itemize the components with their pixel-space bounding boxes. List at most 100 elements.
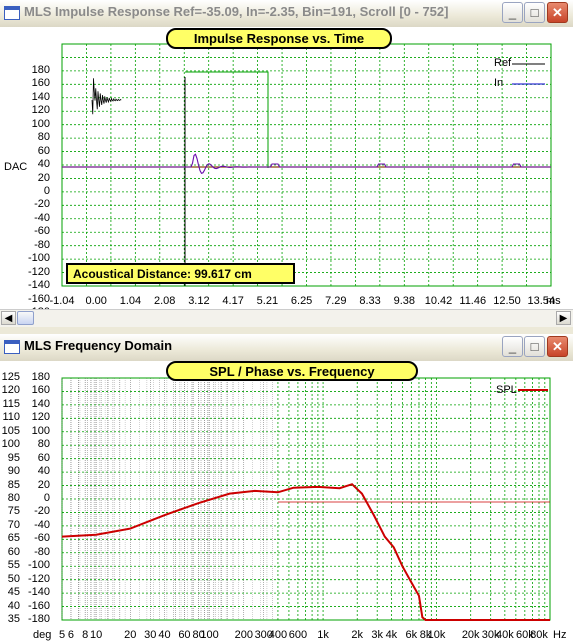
frequency-titlebar[interactable]: MLS Frequency Domain _ □ ✕ (0, 334, 573, 362)
x-tick-label: 11.46 (459, 295, 487, 307)
x-tick-label: 30 (144, 629, 157, 641)
y-tick-label: 60 (37, 144, 50, 157)
phase-tick-label: -80 (34, 545, 50, 558)
spl-tick-label: 125 (1, 371, 20, 383)
close-button[interactable]: ✕ (547, 2, 568, 23)
impulse-titlebar[interactable]: MLS Impulse Response Ref=-35.09, In=-2.3… (0, 0, 573, 28)
x-tick-label: 1.04 (119, 295, 142, 307)
y-axis-name: DAC (4, 161, 28, 173)
x-tick-label: 2k (351, 629, 364, 641)
acoustical-distance-box: Acoustical Distance: 99.617 cm (66, 263, 295, 284)
x-tick-label: 3.12 (188, 295, 210, 307)
frequency-graph-title: SPL / Phase vs. Frequency (166, 361, 418, 381)
y-tick-label: -160 (27, 292, 50, 305)
x-unit-label: Hz (553, 629, 567, 641)
spl-tick-label: 65 (7, 532, 20, 545)
x-tick-label: 60 (178, 629, 191, 641)
x-tick-label: 5.21 (256, 295, 279, 307)
x-tick-label: 10.42 (424, 295, 453, 307)
x-tick-label: 40 (158, 629, 171, 641)
spl-tick-label: 90 (7, 465, 20, 478)
in-trace (62, 153, 551, 174)
window-icon[interactable] (4, 340, 20, 354)
x-tick-label: 6 (67, 629, 75, 641)
scroll-right-arrow[interactable]: ▶ (556, 311, 571, 325)
y-tick-label: 0 (43, 185, 50, 197)
minimize-button[interactable]: _ (502, 336, 523, 357)
y-tick-label: -140 (27, 279, 50, 292)
phase-tick-label: 0 (43, 492, 50, 504)
phase-tick-label: -160 (27, 599, 50, 612)
legend-spl: SPL (496, 384, 517, 396)
phase-tick-label: -40 (34, 518, 50, 531)
spl-tick-label: 50 (7, 572, 20, 585)
window-icon[interactable] (4, 6, 20, 20)
spl-tick-label: 115 (2, 397, 20, 410)
spl-curve (61, 483, 550, 621)
phase-tick-label: 140 (31, 397, 50, 410)
x-tick-label: 100 (200, 629, 219, 641)
frequency-plot-area[interactable]: SPL / Phase vs. Frequency 125 180 120 160 11… (0, 361, 573, 644)
spl-tick-label: 45 (7, 586, 20, 599)
scroll-thumb[interactable] (17, 311, 34, 325)
y-tick-label: -20 (34, 198, 50, 211)
y-tick-label: -60 (34, 225, 50, 238)
x-tick-label: 400 (268, 629, 288, 641)
frequency-domain-window: MLS Frequency Domain _ □ ✕ SPL / Phase v… (0, 334, 573, 644)
x-tick-label: 2.08 (153, 295, 176, 307)
y-tick-label: 120 (31, 104, 50, 117)
phase-tick-label: -20 (34, 505, 50, 518)
ref-trace (91, 78, 122, 115)
x-tick-label: 8 (82, 629, 89, 641)
y-tick-label: 100 (31, 117, 50, 130)
spl-tick-label: 80 (7, 492, 20, 504)
x-tick-label: 12.50 (493, 295, 521, 307)
maximize-button[interactable]: □ (524, 2, 545, 23)
impulse-plot-area[interactable]: Impulse Response vs. Time DAC 180 160 140 1… (0, 27, 573, 318)
impulse-chart (61, 43, 552, 287)
x-tick-label: 4.17 (222, 295, 244, 307)
spl-tick-label: 55 (7, 559, 20, 572)
close-button[interactable]: ✕ (547, 336, 568, 357)
spl-tick-label: 40 (7, 599, 20, 612)
x-tick-label: 6.25 (290, 295, 313, 307)
y-tick-label: 40 (37, 158, 50, 171)
y-tick-label: 20 (37, 171, 50, 184)
x-tick-label: 300 (254, 629, 273, 641)
phase-tick-label: 20 (37, 478, 50, 491)
x-tick-label: 4k (385, 629, 398, 641)
horizontal-scrollbar[interactable]: ◀ ▶ (0, 309, 573, 327)
y-tick-label: 140 (31, 90, 50, 103)
x-tick-label: 600 (288, 629, 308, 641)
x-tick-label: 10 (90, 629, 103, 641)
x-tick-label: 20 (124, 629, 137, 641)
phase-tick-label: -60 (34, 532, 50, 545)
phase-tick-label: 40 (37, 465, 50, 478)
x-tick-label: 13.54 (527, 295, 555, 307)
x-tick-label: 80 (192, 629, 205, 641)
y-tick-label: -100 (27, 252, 50, 265)
minimize-button[interactable]: _ (502, 2, 523, 23)
phase-tick-label: -180 (27, 613, 50, 625)
spl-tick-label: 70 (7, 518, 20, 531)
x-tick-label: 8.33 (359, 295, 381, 307)
y-tick-label: -40 (34, 211, 50, 224)
x-tick-label: 1k (317, 629, 329, 641)
phase-unit-label: deg (33, 629, 52, 641)
phase-tick-label: 180 (31, 371, 50, 383)
x-tick-label: 200 (234, 629, 253, 641)
phase-tick-label: -140 (27, 586, 50, 599)
impulse-graph-title: Impulse Response vs. Time (166, 28, 392, 49)
impulse-response-window: MLS Impulse Response Ref=-35.09, In=-2.3… (0, 0, 573, 327)
x-tick-label: 30k (481, 629, 500, 641)
phase-tick-label: 120 (31, 411, 50, 424)
scroll-left-arrow[interactable]: ◀ (1, 311, 16, 325)
x-tick-label: 7.29 (325, 295, 347, 307)
y-tick-label: 160 (31, 77, 50, 90)
x-tick-label: 0.00 (85, 295, 107, 307)
x-tick-label: -1.04 (49, 295, 75, 307)
spl-tick-label: 100 (1, 438, 20, 451)
maximize-button[interactable]: □ (524, 336, 545, 357)
x-tick-label: 60k (515, 629, 534, 641)
spl-tick-label: 75 (7, 505, 20, 518)
